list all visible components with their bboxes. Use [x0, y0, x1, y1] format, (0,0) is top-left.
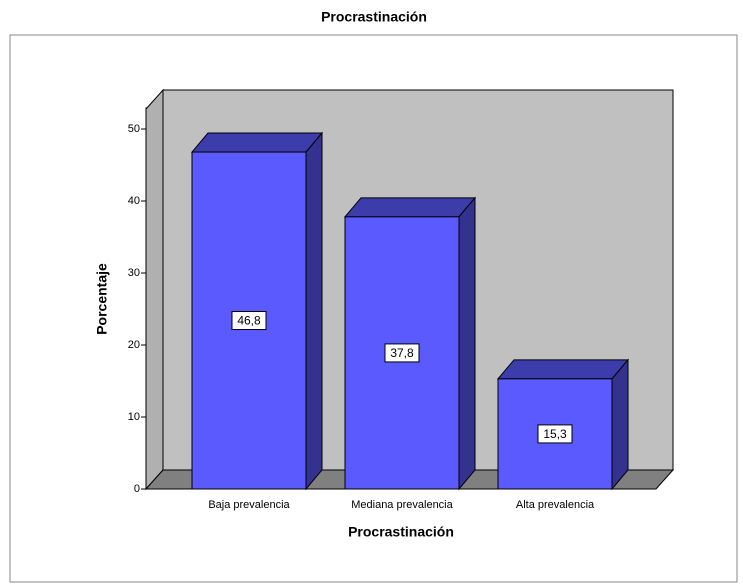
value-label-box	[231, 311, 267, 331]
bar-top	[190, 132, 324, 153]
x-axis-title: Procrastinación	[348, 524, 454, 540]
y-tick-label: 20	[128, 339, 140, 351]
y-tick-label: 40	[128, 195, 140, 207]
value-label: 37,8	[390, 346, 414, 360]
bar-side	[305, 131, 323, 491]
chart-title: Procrastinación	[321, 9, 427, 25]
y-tick-label: 0	[134, 483, 140, 495]
bar-side	[611, 358, 629, 491]
y-tick-label: 50	[128, 123, 140, 135]
y-axis-title: Porcentaje	[94, 263, 110, 335]
y-tick-label: 10	[128, 411, 140, 423]
x-tick-label: Baja prevalencia	[208, 499, 290, 511]
x-tick-label: Alta prevalencia	[516, 499, 595, 511]
bar-side	[458, 196, 476, 491]
x-tick-label: Mediana prevalencia	[351, 499, 453, 511]
value-label-box	[384, 343, 420, 363]
value-label: 46,8	[237, 314, 261, 328]
bar-top	[496, 359, 630, 380]
value-label-box	[537, 424, 573, 444]
y-tick-label: 30	[128, 267, 140, 279]
value-label: 15,3	[543, 427, 567, 441]
bar-top	[343, 197, 477, 218]
side-wall	[145, 88, 164, 491]
